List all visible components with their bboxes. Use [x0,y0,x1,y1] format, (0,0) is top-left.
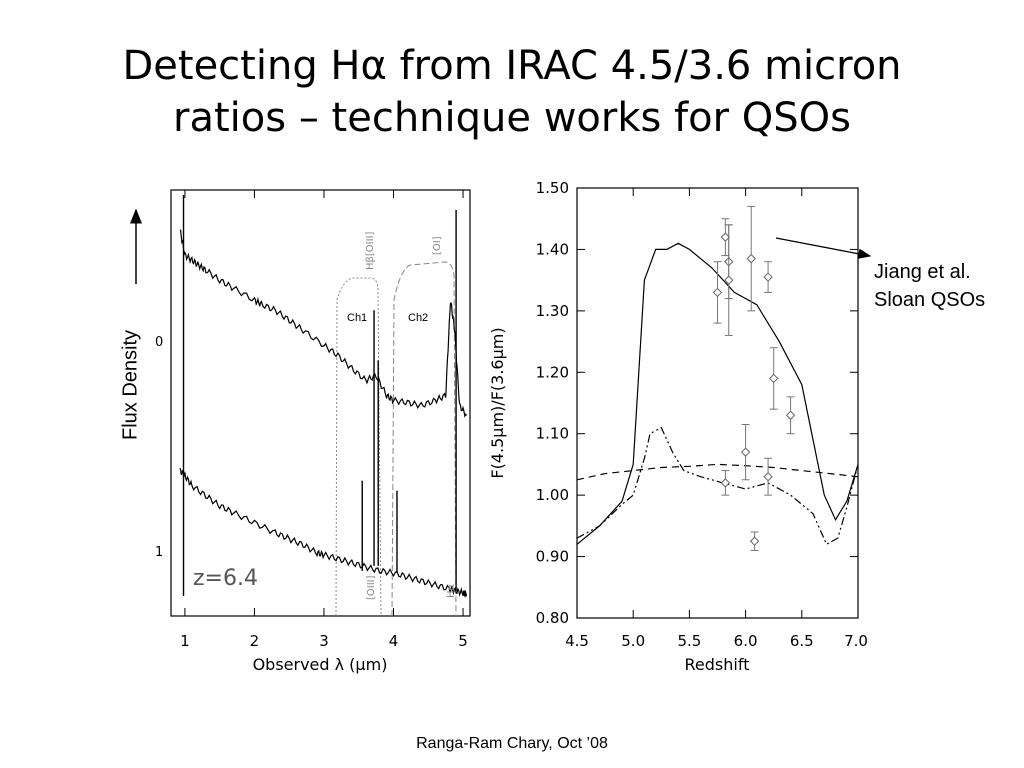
ch1-label: Ch1 [347,312,367,324]
ratio-xlabel: Redshift [685,655,750,674]
title-line-2: ratios – technique works for QSOs [173,95,851,141]
ratio-ytick-label-6: 1.40 [536,240,569,258]
spectrum-ytick-0: 0 [155,335,163,350]
annotation-line-2: Sloan QSOs [874,289,986,311]
redshift-label: z=6.4 [193,566,258,591]
spectrum-xlabel: Observed λ (μm) [253,655,388,674]
title-line-1: Detecting Hα from IRAC 4.5/3.6 micron [122,43,902,89]
data-point-4 [746,253,756,264]
spectrum-series-0 [179,229,468,418]
hb-oiii-line-label: Hβ[OIII] [365,231,376,270]
data-point-6 [768,373,779,384]
spectrum-xtick-label-4: 5 [458,632,468,650]
ratio-xtick-label-1: 5.0 [621,632,645,650]
ratio-series-dashdot [576,426,859,546]
spectrum-series-1 [179,467,468,599]
ratio-xtick-label-4: 6.5 [790,632,814,650]
ratio-xtick-label-0: 4.5 [565,632,589,650]
data-point-5 [763,272,773,282]
ratio-ytick-label-3: 1.10 [536,425,569,443]
oiii-line-label: [OIII] [366,575,377,600]
spectrum-ytick-1: 1 [155,545,163,560]
annotation-line-1: Jiang et al. [874,261,971,283]
annotation-arrow [775,237,872,259]
ratio-ytick-label-5: 1.30 [536,302,569,320]
data-point-3 [724,275,734,285]
ha-line-label: Hα [446,583,457,598]
ch2-label: Ch2 [408,312,428,324]
ratio-ytick-label-0: 0.80 [536,609,569,627]
ratio-ytick-label-4: 1.20 [536,363,569,381]
ratio-panel: 0.80 0.90 1.00 1.10 1.20 1.30 1.40 1.50 4.5 5.0 5.… [488,179,868,674]
data-point-0 [712,287,723,298]
data-point-10 [763,472,773,482]
ratio-xtick-label-2: 5.5 [677,632,701,650]
ch1-filter-curve [335,277,382,617]
data-point-7 [785,410,796,420]
spectrum-xtick-label-1: 2 [250,632,260,650]
ratio-ytick-label-2: 1.00 [536,486,569,504]
ratio-ytick-label-7: 1.50 [536,179,569,197]
ch2-filter-curve [391,261,457,617]
footer-credit: Ranga-Ram Chary, Oct ’08 [416,735,608,752]
spectrum-frame [170,189,471,617]
data-point-8 [740,447,751,457]
ratio-series-solid [576,242,859,545]
spectrum-xtick-label-3: 4 [389,632,399,650]
data-point-9 [720,478,731,488]
ratio-xtick-label-5: 7.0 [844,632,868,650]
ratio-ytick-label-1: 0.90 [536,548,569,566]
slide-title: Detecting Hα from IRAC 4.5/3.6 micron ra… [0,40,1024,144]
oi-line-label: [OI] [432,236,443,255]
data-point-1 [720,232,731,242]
ratio-series-dashed [576,463,859,481]
ratio-ylabel: F(4.5μm)/F(3.6μm) [488,327,507,478]
data-point-11 [749,536,760,546]
jiang-annotation: Jiang et al. Sloan QSOs [874,258,985,314]
spectrum-xtick-label-2: 3 [319,632,329,650]
ratio-xtick-label-3: 6.0 [734,632,758,650]
ratio-frame [576,187,859,619]
spectrum-xtick-label-0: 1 [180,632,190,650]
spectrum-panel: 1 2 3 4 5 Ch1 Ch2 Hβ[OIII] [OI] [OIII] Hα z=… [155,189,471,674]
